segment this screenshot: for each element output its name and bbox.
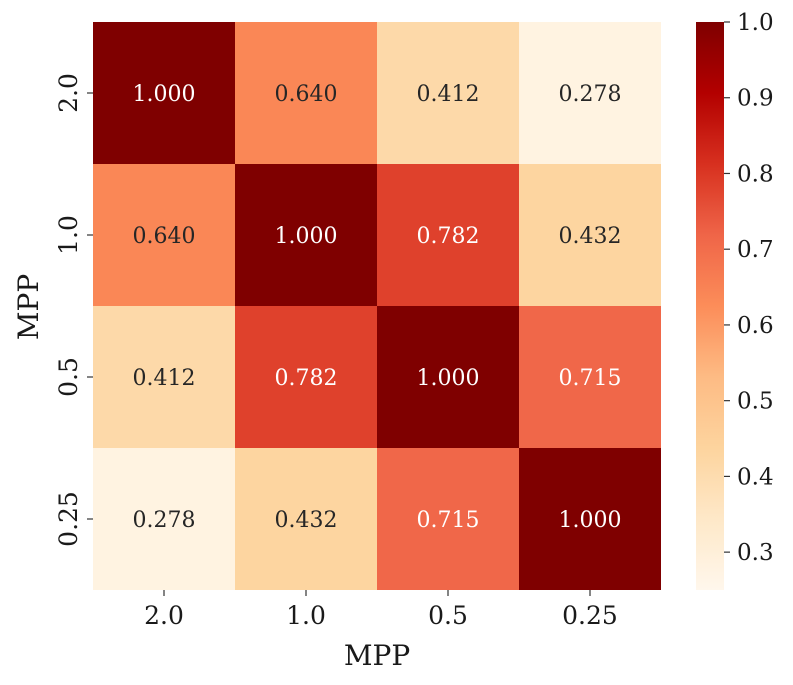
cell-value-label-r0-c2: 0.412: [417, 82, 480, 107]
colorbar-tick-label-0: 0.3: [737, 540, 774, 566]
heatmap-cells: 1.000 0.640 0.412 0.278 0.640 1.000 0.782 0.432…: [93, 22, 661, 590]
cell-value-label-r1-c2: 0.782: [417, 224, 480, 249]
heatmap-cell-r1-c3: [519, 164, 661, 306]
heatmap-cell-r2-c0: [93, 306, 235, 448]
y-tick-label-2: 0.5: [54, 357, 83, 397]
colorbar-tick-label-2: 0.5: [737, 389, 774, 415]
cell-value-label-r2-c2: 1.000: [417, 366, 480, 391]
y-axis-label: MPP: [12, 274, 45, 340]
heatmap-cell-r0-c2: [377, 22, 519, 164]
cell-value-label-r1-c3: 0.432: [559, 224, 622, 249]
cell-value-label-r0-c3: 0.278: [559, 82, 622, 107]
colorbar-tick-label-4: 0.7: [737, 237, 774, 263]
colorbar-tick-label-3: 0.6: [737, 313, 774, 339]
cell-value-label-r1-c1: 1.000: [275, 224, 338, 249]
cell-value-label-r2-c1: 0.782: [275, 366, 338, 391]
cell-value-label-r3-c3: 1.000: [559, 508, 622, 533]
x-axis: 2.0 1.0 0.5 0.25: [144, 590, 618, 630]
y-tick-label-3: 0.25: [54, 491, 83, 547]
heatmap-cell-r1-c0: [93, 164, 235, 306]
heatmap-cell-r3-c3: [519, 448, 661, 590]
colorbar-tick-label-5: 0.8: [737, 161, 774, 187]
cell-value-label-r1-c0: 0.640: [133, 224, 196, 249]
cell-value-label-r3-c0: 0.278: [133, 508, 196, 533]
heatmap-cell-r0-c3: [519, 22, 661, 164]
colorbar-tick-label-1: 0.4: [737, 464, 774, 490]
y-tick-label-1: 1.0: [54, 215, 83, 255]
heatmap-cell-r0-c0: [93, 22, 235, 164]
x-tick-label-1: 1.0: [286, 601, 326, 630]
x-tick-label-3: 0.25: [562, 601, 618, 630]
cell-value-label-r0-c1: 0.640: [275, 82, 338, 107]
cell-value-label-r2-c3: 0.715: [559, 366, 622, 391]
cell-value-label-r3-c1: 0.432: [275, 508, 338, 533]
heatmap-cell-r3-c1: [235, 448, 377, 590]
x-axis-label: MPP: [344, 639, 410, 672]
colorbar-tick-label-7: 1.0: [737, 10, 774, 36]
heatmap-cell-r1-c2: [377, 164, 519, 306]
heatmap-cell-r2-c3: [519, 306, 661, 448]
cell-value-label-r2-c0: 0.412: [133, 366, 196, 391]
heatmap-cell-r3-c0: [93, 448, 235, 590]
y-tick-label-0: 2.0: [54, 73, 83, 113]
colorbar-tick-label-6: 0.9: [737, 86, 774, 112]
x-tick-label-0: 2.0: [144, 601, 184, 630]
cell-value-label-r0-c0: 1.000: [133, 82, 196, 107]
heatmap-cell-r3-c2: [377, 448, 519, 590]
colorbar: 0.3 0.4 0.5 0.6 0.7 0.8 0.9 1.0: [696, 10, 774, 590]
cell-value-label-r3-c2: 0.715: [417, 508, 480, 533]
heatmap-cell-r2-c1: [235, 306, 377, 448]
heatmap-cell-r0-c1: [235, 22, 377, 164]
colorbar-gradient: [696, 22, 724, 590]
heatmap-cell-r2-c2: [377, 306, 519, 448]
x-tick-label-2: 0.5: [428, 601, 468, 630]
heatmap-cell-r1-c1: [235, 164, 377, 306]
y-axis: 2.0 1.0 0.5 0.25: [54, 73, 93, 547]
